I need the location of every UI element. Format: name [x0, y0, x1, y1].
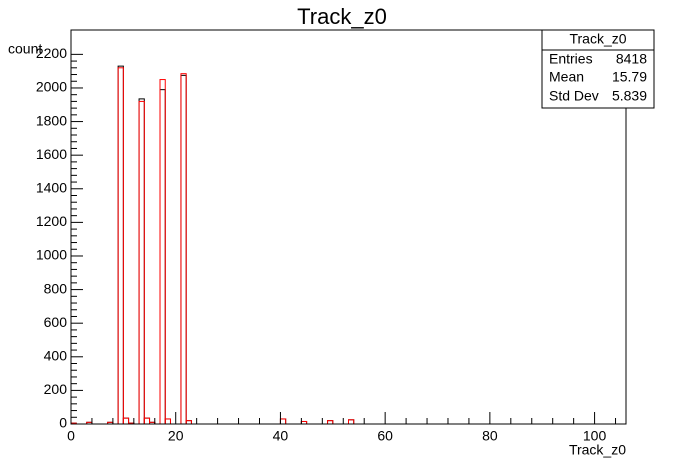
stats-label: Mean: [549, 69, 584, 85]
x-tick-label: 20: [168, 428, 184, 444]
y-tick-label: 2200: [36, 45, 67, 61]
stats-frame: [541, 29, 655, 109]
y-tick-label: 1200: [36, 213, 67, 229]
stats-label: Std Dev: [549, 88, 599, 104]
stats-title: Track_z0: [569, 31, 626, 47]
y-tick-label: 1600: [36, 146, 67, 162]
y-axis-title: count: [8, 41, 42, 57]
stats-value: 15.79: [612, 69, 647, 85]
chart-title: Track_z0: [297, 4, 387, 29]
y-tick-label: 0: [59, 415, 67, 431]
y-tick-label: 1400: [36, 179, 67, 195]
y-tick-label: 600: [44, 314, 68, 330]
x-tick-label: 100: [583, 428, 607, 444]
plot-frame: [70, 29, 627, 425]
y-tick-label: 200: [44, 381, 68, 397]
y-tick-label: 1000: [36, 247, 67, 263]
stats-box: Track_z0 Entries 8418 Mean 15.79 Std Dev…: [541, 29, 655, 109]
x-tick-label: 80: [482, 428, 498, 444]
y-tick-label: 2000: [36, 79, 67, 95]
stats-value: 8418: [616, 51, 647, 67]
stats-value: 5.839: [612, 88, 647, 104]
y-tick-label: 1800: [36, 112, 67, 128]
x-tick-label: 40: [273, 428, 289, 444]
x-tick-label: 60: [377, 428, 393, 444]
y-tick-label: 800: [44, 280, 68, 296]
y-tick-label: 400: [44, 347, 68, 363]
stats-label: Entries: [549, 51, 593, 67]
x-tick-label: 0: [67, 428, 75, 444]
x-axis-title: Track_z0: [569, 442, 626, 458]
